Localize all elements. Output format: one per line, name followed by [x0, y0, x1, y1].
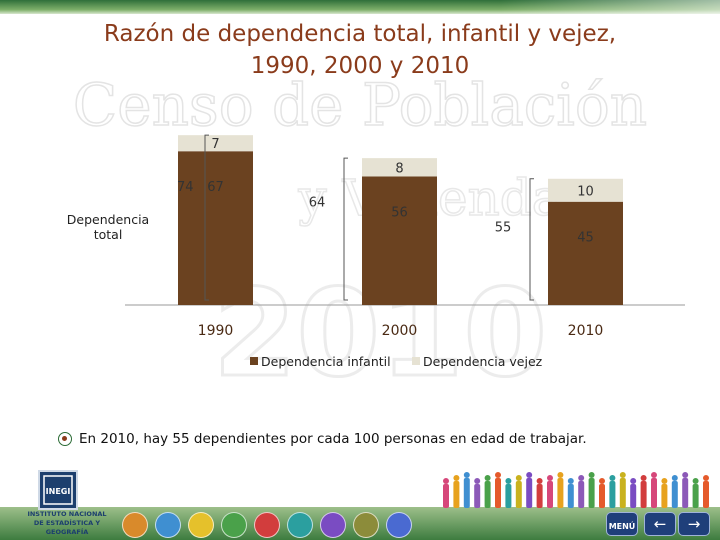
person-figure — [463, 472, 470, 508]
person-figure — [692, 478, 699, 508]
menu-button[interactable]: MENÚ — [606, 512, 638, 536]
topic-icon[interactable] — [188, 512, 214, 538]
person-figure — [474, 478, 481, 508]
footnote: En 2010, hay 55 dependientes por cada 10… — [58, 431, 698, 447]
topic-icon[interactable] — [221, 512, 247, 538]
person-figure — [443, 478, 449, 508]
person-figure — [567, 478, 574, 508]
person-figure — [661, 478, 668, 508]
top-band — [0, 0, 720, 14]
person-figure — [453, 475, 460, 508]
back-button[interactable]: ← — [644, 512, 676, 536]
topic-icon[interactable] — [353, 512, 379, 538]
dependency-chart: 7 67 74 1990 8 56 64 2000 10 45 55 2010 Dependencia … — [125, 134, 685, 369]
back-arrow-icon: ← — [653, 515, 667, 533]
person-figure — [515, 475, 522, 508]
total-dependency-label-line-1: Dependencia — [66, 212, 150, 227]
total-bracket-2010 — [529, 178, 534, 301]
person-figure — [651, 472, 657, 508]
legend-label-vejez: Dependencia vejez — [423, 354, 543, 369]
footnote-text: En 2010, hay 55 dependientes por cada 10… — [79, 431, 587, 447]
legend-swatch-vejez — [412, 357, 420, 365]
label-vejez-2010: 10 — [577, 184, 594, 199]
bar-vejez-2000 — [362, 158, 437, 177]
total-dependency-label-line-2: total — [93, 227, 123, 242]
label-infantil-1990: 67 — [207, 180, 224, 195]
bullet-icon — [58, 432, 72, 446]
label-total-1990: 74 — [177, 180, 194, 195]
person-figure — [619, 472, 626, 508]
person-figure — [536, 478, 543, 508]
total-bracket-1990 — [204, 134, 209, 301]
bar-infantil-1990 — [178, 151, 253, 305]
label-vejez-2000: 8 — [395, 161, 403, 176]
total-dependency-label: Dependencia total — [58, 212, 158, 242]
person-figure — [505, 478, 512, 508]
person-figure — [526, 472, 533, 508]
person-figure — [703, 475, 709, 508]
label-total-2010: 55 — [495, 221, 512, 236]
legend-swatch-infantil — [250, 357, 258, 365]
topic-icon[interactable] — [155, 512, 181, 538]
institute-name-line-2: DE ESTADÍSTICA Y GEOGRAFÍA — [33, 519, 101, 536]
person-figure — [682, 472, 689, 508]
person-figure — [484, 475, 491, 508]
topic-icon[interactable] — [287, 512, 313, 538]
label-total-2000: 64 — [309, 195, 326, 210]
total-bracket-2000 — [343, 157, 348, 301]
topic-icon[interactable] — [386, 512, 412, 538]
legend-label-infantil: Dependencia infantil — [261, 354, 391, 369]
bar-infantil-2000 — [362, 176, 437, 305]
x-tick-2000: 2000 — [382, 323, 418, 339]
bar-vejez-2010 — [548, 178, 623, 202]
person-figure — [547, 475, 553, 508]
person-figure — [588, 472, 595, 508]
forward-button[interactable]: → — [678, 512, 710, 536]
bar-infantil-2010 — [548, 201, 623, 305]
bar-vejez-1990 — [178, 135, 253, 152]
x-tick-2010: 2010 — [568, 323, 604, 339]
topic-icon[interactable] — [254, 512, 280, 538]
label-vejez-1990: 7 — [211, 137, 219, 152]
menu-button-label: MENÚ — [608, 522, 636, 531]
title-line-1: Razón de dependencia total, infantil y v… — [103, 21, 617, 47]
svg-text:INEGI: INEGI — [46, 487, 71, 496]
label-infantil-2000: 56 — [391, 205, 408, 220]
label-infantil-2010: 45 — [577, 231, 594, 246]
person-figure — [599, 478, 605, 508]
person-figure — [557, 472, 564, 508]
forward-arrow-icon: → — [687, 515, 701, 533]
slide-title: Razón de dependencia total, infantil y v… — [60, 18, 660, 82]
people-decoration — [443, 472, 709, 508]
inegi-logo[interactable]: INEGI — [38, 470, 78, 510]
person-figure — [578, 475, 585, 508]
institute-name-line-1: INSTITUTO NACIONAL — [27, 510, 107, 518]
x-tick-1990: 1990 — [198, 323, 234, 339]
title-line-2: 1990, 2000 y 2010 — [250, 53, 470, 79]
person-figure — [609, 475, 616, 508]
person-figure — [640, 475, 647, 508]
person-figure — [630, 478, 637, 508]
institute-name: INSTITUTO NACIONAL DE ESTADÍSTICA Y GEOG… — [12, 510, 122, 537]
person-figure — [671, 475, 678, 508]
person-figure — [495, 472, 501, 508]
topic-icon[interactable] — [320, 512, 346, 538]
topic-icon[interactable] — [122, 512, 148, 538]
